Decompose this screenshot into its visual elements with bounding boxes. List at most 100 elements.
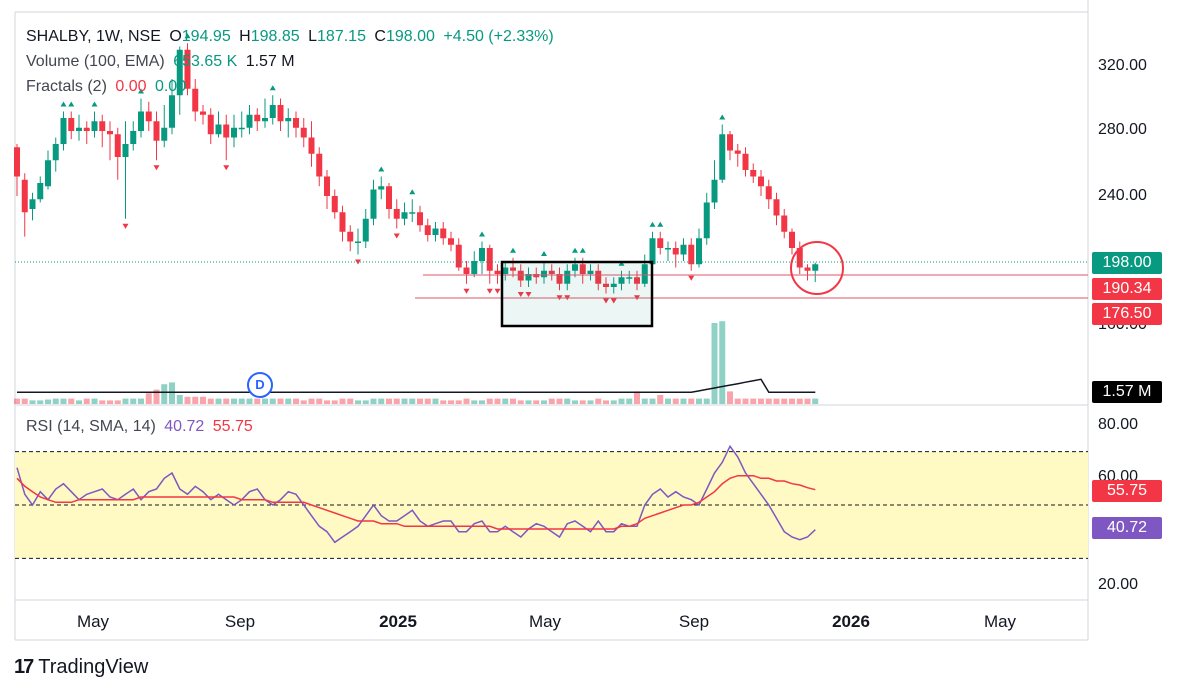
rsi-value: 40.72 [164,418,205,435]
candle-body [510,267,516,271]
time-tick: May [983,612,1017,631]
candle-body [533,274,540,278]
volume-bar [758,398,764,404]
volume-bar [455,400,462,404]
candle-body [587,270,594,274]
volume-bar [184,396,191,404]
fractal-up-marker [409,189,416,195]
volume-bar [502,398,509,404]
volume-bar [246,398,253,404]
rsi-line [16,444,816,544]
fractal-down-marker [122,223,129,229]
volume-bar [91,398,98,404]
change-value: +4.50 (+2.33%) [443,28,554,45]
volume-bar [238,398,245,404]
fractal-down-marker [153,165,160,171]
tradingview-brand[interactable]: 17 TradingView [14,656,148,679]
candle-body [417,212,423,226]
volume-bar [765,398,772,404]
volume-bar [417,398,423,404]
volume-bar [626,398,633,404]
time-tick: May [76,612,110,631]
volume-bar [479,400,485,404]
volume-bar [572,400,578,404]
fractal-down-marker [393,233,400,239]
rsi-band [15,451,1088,559]
volume-bar [355,400,361,404]
candle-body [556,274,563,284]
candle-body [603,283,609,287]
candle-body [114,134,121,157]
fractal-up-marker [572,247,578,253]
candle-body [277,105,284,122]
candle-body [804,267,811,271]
volume-bar [262,398,268,404]
volume-bar [533,400,540,404]
rsi-sma-value: 55.75 [212,418,253,435]
volume-bar [432,398,439,404]
candle-body [789,231,795,248]
volume-bar [672,398,679,404]
volume-bar [510,398,516,404]
candle-body [339,212,346,232]
fractal-down-marker [525,292,532,297]
volume-label[interactable]: Volume (100, EMA) [26,53,165,70]
candle-body [130,131,137,144]
fractals-label[interactable]: Fractals (2) [26,78,107,95]
dividend-marker[interactable]: D [247,372,273,398]
candle-body [750,170,757,177]
candle-body [262,118,268,122]
volume-bar [424,398,431,404]
volume-bar [579,400,586,404]
open-label: O [169,28,182,45]
volume-bar [308,398,315,404]
fractal-down-marker [688,275,695,281]
candle-body [657,238,664,248]
rsi-label[interactable]: RSI (14, SMA, 14) [26,418,156,435]
fractal-up-marker [510,247,516,253]
candle-body [711,179,718,203]
volume-bar [169,382,175,404]
volume-bar [750,398,757,404]
close-value: 198.00 [385,28,435,45]
candle-body [176,49,183,96]
rsi-sma-line [16,474,816,530]
rsi-tick: 80.00 [1098,416,1139,433]
open-value: 194.95 [181,28,231,45]
volume-bar [587,400,594,404]
candle-body [45,160,51,187]
annotations [500,241,844,328]
candle-body [355,241,361,243]
price-tick: 320.00 [1098,57,1147,74]
volume-bar [37,400,44,404]
candle-body [401,212,408,219]
candle-body [486,248,493,271]
candle-body [703,202,710,239]
candle-body [564,270,571,284]
candle-body [595,270,602,284]
candle-body [579,264,586,274]
volume-bar [370,398,377,404]
candle-body [370,189,377,219]
candle-body [386,186,392,209]
volume-bar [789,398,795,404]
volume-bar [76,400,82,404]
volume-bar [703,398,710,404]
candle-body [680,244,687,255]
volume-bar [773,398,780,404]
candle-body [448,238,454,245]
candle-body [122,144,129,157]
candle-body [231,127,237,138]
fractal-up-marker [479,231,485,237]
fractal-up-marker [649,221,656,227]
volume-bar [277,398,284,404]
candle-body [471,261,478,274]
brand-label: TradingView [38,656,149,678]
candle-body [409,212,416,214]
volume-bar [734,398,741,404]
symbol-label[interactable]: SHALBY, 1W, NSE [26,28,161,45]
candle-body [672,248,679,255]
candle-body [300,127,307,138]
volume-bar [688,398,695,404]
